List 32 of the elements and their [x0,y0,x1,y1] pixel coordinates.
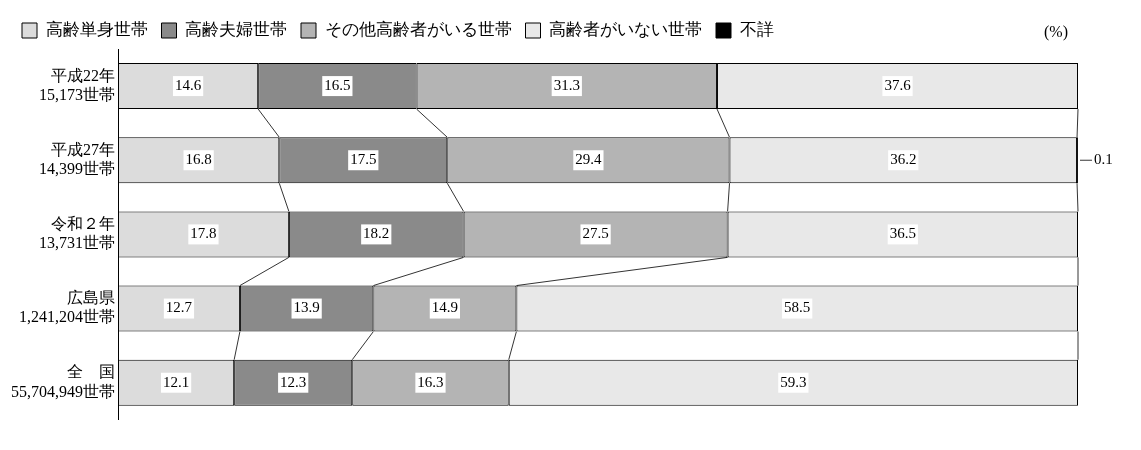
data-label: 0.1 [1094,151,1113,168]
data-label: 29.4 [575,151,603,168]
data-label: 16.3 [417,373,444,390]
data-label: 36.5 [889,225,916,242]
data-label: 14.6 [174,77,202,94]
legend-label: 高齢単身世帯 [45,19,148,39]
data-label: 16.8 [185,151,212,168]
text: (%) [1044,23,1068,42]
legend-label: 不詳 [739,19,774,39]
y-tick-label: 全 国 55,704,949世帯 [11,363,115,400]
data-label: 31.3 [553,77,580,94]
data-label: 12.7 [165,299,193,316]
legend-label: その他高齢者がいる世帯 [324,19,512,39]
data-label: 37.6 [884,77,912,94]
data-label: 16.5 [324,77,351,94]
data-label: 59.3 [780,373,807,390]
data-label: 17.5 [350,151,377,168]
data-label: 27.5 [582,225,609,242]
data-label: 36.2 [890,151,917,168]
data-label: 17.8 [190,225,217,242]
data-label: 58.5 [784,299,811,316]
legend-label: 高齢者がいない世帯 [549,19,702,39]
data-label: 14.9 [431,299,459,316]
y-tick-label: 平成27年 14,399世帯 [39,140,115,178]
data-label: 13.9 [293,299,320,316]
legend-label: 高齢夫婦世帯 [185,19,287,39]
y-tick-label: 平成22年 15,173世帯 [39,66,115,103]
y-tick-label: 広島県 1,241,204世帯 [19,289,115,326]
data-label: 18.2 [363,225,390,242]
data-label: 12.3 [280,373,307,390]
data-label: 12.1 [162,373,190,390]
y-tick-label: 令和２年 13,731世帯 [39,215,115,252]
